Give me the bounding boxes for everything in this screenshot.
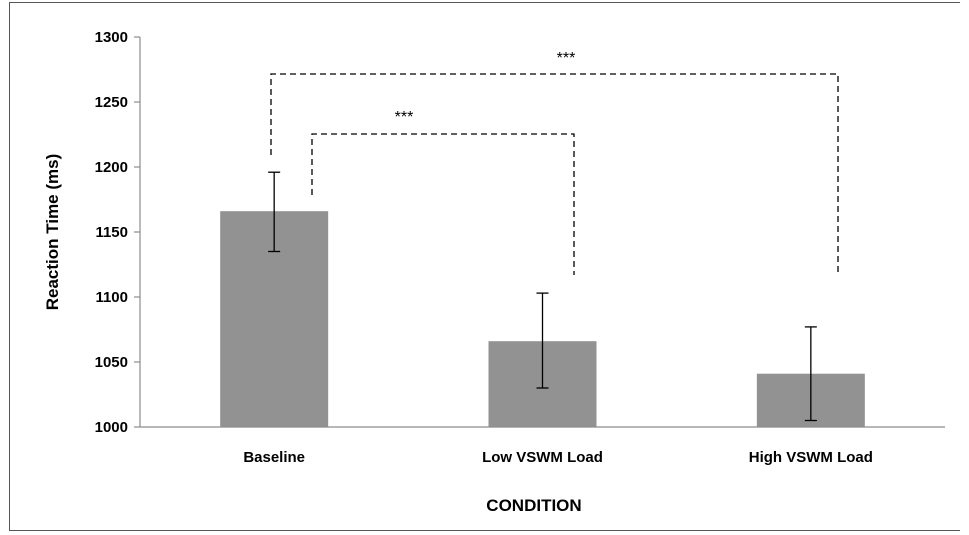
y-tick-label: 1150 [95,224,128,241]
error-bar-0 [268,171,281,253]
y-tick-label: 1300 [95,29,128,46]
error-bar-2 [804,326,817,422]
chart-frame [9,2,960,531]
y-tick-label: 1250 [95,94,128,111]
x-category-label: High VSWM Load [749,449,873,466]
x-axis-title: CONDITION [486,496,581,515]
significance-label: *** [395,109,414,126]
significance-label: *** [557,50,576,67]
error-bar-1 [536,292,549,389]
x-category-label: Low VSWM Load [482,449,603,466]
y-tick-label: 1200 [95,159,128,176]
significance-bracket-0: *** [311,109,575,275]
x-category-label: Baseline [243,449,305,466]
significance-brackets: *** *** [270,50,839,275]
y-tick-label: 1000 [95,419,128,436]
y-axis-title: Reaction Time (ms) [43,154,62,311]
significance-bracket-1: *** [270,50,839,275]
x-axis-category-labels: Baseline Low VSWM Load High VSWM Load [243,449,873,466]
y-tick-label: 1100 [95,289,128,306]
error-bars [268,171,817,422]
y-tick-label: 1050 [95,354,128,371]
y-axis-ticks: 1000 1050 1100 1150 1200 1250 1300 [95,29,140,436]
